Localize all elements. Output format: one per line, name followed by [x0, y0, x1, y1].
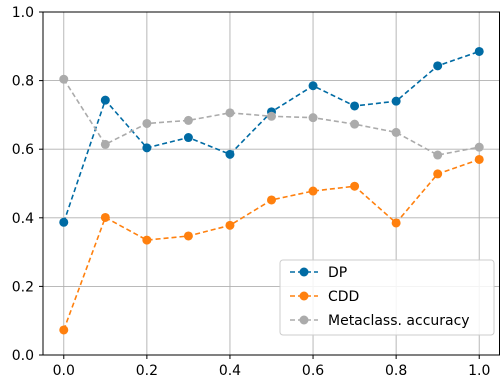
series-2-point-0 [59, 74, 69, 84]
series-2-point-2 [142, 118, 152, 128]
series-1-point-5 [267, 195, 276, 205]
y-tick-label-1: 0.2 [12, 279, 34, 295]
series-1-point-8 [391, 218, 401, 228]
series-2-point-7 [350, 119, 360, 129]
series-2-point-9 [433, 150, 443, 160]
grid [43, 11, 500, 356]
series-1-point-6 [308, 186, 318, 196]
y-tick-label-0: 0.0 [12, 348, 34, 364]
x-tick-label-5: 1.0 [468, 363, 490, 379]
legend-box [279, 259, 495, 336]
series-1-point-3 [183, 231, 193, 241]
axes: 0.0 0.2 0.4 0.6 0.8 1.0 0.0 0.2 0.4 0.6 0.8 1.0 [12, 5, 500, 379]
legend-marker-1 [299, 291, 309, 301]
series-2-point-4 [225, 108, 235, 118]
y-tick-label-2: 0.4 [12, 211, 34, 227]
series-2-point-5 [267, 111, 276, 121]
series-0-point-9 [433, 61, 443, 71]
series-0-point-0 [59, 217, 69, 227]
series-2-point-8 [391, 127, 401, 137]
series-1-point-2 [142, 235, 152, 245]
plot-series [59, 46, 484, 335]
y-tick-label-3: 0.6 [12, 142, 34, 158]
series-0-point-1 [100, 95, 110, 105]
series-1-point-4 [225, 220, 235, 230]
x-tick-label-3: 0.6 [302, 363, 324, 379]
series-0-point-8 [391, 96, 401, 106]
legend-marker-0 [299, 267, 309, 277]
legend-marker-2 [299, 315, 309, 325]
series-0-point-2 [142, 143, 152, 153]
legend: DP CDD Metaclass. accuracy [279, 259, 495, 336]
series-1-point-10 [474, 154, 484, 164]
legend-label-2: Metaclass. accuracy [328, 313, 470, 329]
series-2-point-3 [183, 115, 193, 125]
series-0-point-6 [308, 81, 318, 91]
y-tick-label-5: 1.0 [12, 5, 34, 21]
series-1-point-0 [59, 325, 69, 335]
y-tick-label-4: 0.8 [12, 74, 34, 90]
series-0-point-10 [474, 46, 484, 56]
x-tick-label-1: 0.2 [136, 363, 158, 379]
series-0-point-4 [225, 149, 235, 159]
x-tick-label-2: 0.4 [219, 363, 241, 379]
series-0-point-3 [183, 133, 193, 143]
series-1-point-1 [100, 212, 110, 222]
series-0-point-7 [350, 101, 360, 111]
series-2-point-1 [100, 139, 110, 149]
x-tick-label-4: 0.8 [385, 363, 407, 379]
x-tick-label-0: 0.0 [53, 363, 75, 379]
series-1-point-7 [350, 181, 360, 191]
series-2-point-6 [308, 113, 318, 123]
legend-label-1: CDD [328, 289, 359, 305]
series-1-point-9 [433, 169, 443, 179]
legend-label-0: DP [328, 265, 347, 281]
series-2-point-10 [474, 142, 484, 152]
